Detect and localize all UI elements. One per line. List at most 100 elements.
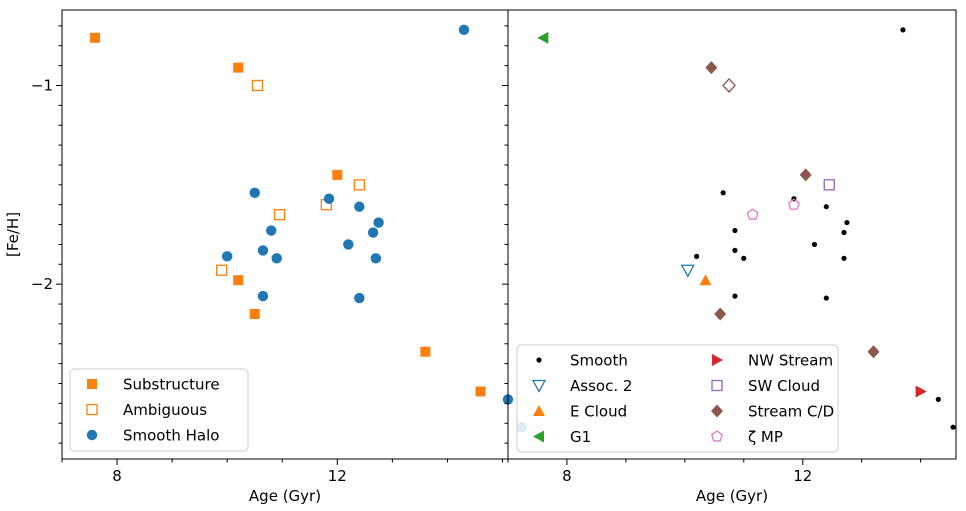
- point-smooth-marker: [741, 255, 747, 261]
- point-nw-stream-marker: [915, 385, 927, 398]
- legend-item-substructure: Substructure: [87, 376, 220, 394]
- data-points: [537, 27, 956, 430]
- data-points: [90, 24, 527, 433]
- plot-frame: [507, 9, 957, 460]
- point-smooth-halo-marker: [257, 290, 269, 302]
- legend-sw-cloud-marker: [711, 379, 723, 392]
- point-mp-marker: [746, 208, 759, 220]
- point-substructure-marker: [420, 346, 431, 357]
- y-tick-label: −1: [31, 76, 53, 94]
- series-smooth-halo: [221, 24, 527, 433]
- legend-item-smooth-halo: Smooth Halo: [86, 427, 219, 445]
- point-ambiguous-c-d-marker: [722, 78, 736, 93]
- legend-label: E Cloud: [570, 403, 627, 421]
- legend-g1-marker: [533, 430, 544, 443]
- x-tick-label: 12: [793, 467, 812, 485]
- legend-label: G1: [570, 428, 591, 446]
- x-axis-label: Age (Gyr): [696, 487, 768, 505]
- point-substructure-marker: [233, 62, 244, 73]
- point-smooth-halo-marker: [257, 245, 269, 256]
- legend-smooth-marker: [536, 357, 542, 363]
- point-ambiguous-marker: [353, 179, 365, 191]
- legend-box: [516, 344, 839, 453]
- series-substructure: [90, 32, 486, 397]
- y-tick-label: −2: [31, 275, 53, 293]
- point-stream-c-d-marker: [714, 307, 727, 321]
- legend-item-sw-cloud: SW Cloud: [711, 377, 820, 395]
- series-mp: [746, 198, 800, 220]
- x-axis: 8 12 Age (Gyr): [61, 459, 503, 505]
- legend-label: Smooth Halo: [123, 427, 219, 445]
- legend-item-e-cloud: E Cloud: [533, 403, 627, 421]
- point-substructure-marker: [233, 275, 244, 286]
- point-smooth-halo-marker: [354, 292, 365, 304]
- point-smooth-halo-marker: [271, 253, 282, 264]
- point-smooth-halo-marker: [221, 251, 233, 262]
- series-e-cloud: [699, 274, 712, 286]
- point-smooth-marker: [841, 255, 847, 261]
- legend-substructure-marker: [87, 379, 97, 389]
- legend-label: ζ MP: [748, 428, 783, 446]
- point-stream-c-d-marker: [867, 345, 880, 359]
- point-ambiguous-marker: [251, 79, 264, 92]
- series-sw-cloud: [823, 179, 835, 191]
- legend-item-ambiguous: Ambiguous: [86, 401, 207, 419]
- legend-item-g1: G1: [533, 428, 591, 446]
- series-stream-c-d: [705, 61, 880, 359]
- point-smooth-halo-marker: [354, 201, 365, 212]
- point-ambiguous-marker: [216, 264, 228, 276]
- point-smooth-halo-marker: [323, 193, 335, 204]
- legend-label: Smooth: [570, 352, 628, 370]
- legend-smooth-halo-marker: [86, 429, 98, 441]
- legend-item-mp: ζ MP: [711, 428, 783, 446]
- point-sw-cloud-marker: [823, 179, 835, 191]
- point-substructure-marker: [90, 32, 101, 43]
- point-smooth-marker: [823, 204, 829, 210]
- legend-item-nw-stream: NW Stream: [712, 352, 833, 370]
- point-smooth-halo-marker: [373, 217, 384, 228]
- series-assoc-2: [680, 264, 695, 278]
- legend-item-stream-c-d: Stream C/D: [711, 403, 834, 421]
- point-smooth-marker: [720, 190, 726, 196]
- legend-item-smooth: Smooth: [536, 352, 628, 370]
- point-smooth-marker: [694, 253, 700, 259]
- point-smooth-marker: [732, 293, 738, 299]
- legend: Substructure Ambiguous Smooth Halo: [69, 368, 249, 452]
- legend-item-assoc-2: Assoc. 2: [531, 377, 632, 395]
- legend: Smooth Assoc. 2 E Cloud G1 NW Stream SW Cloud…: [516, 344, 839, 453]
- point-smooth-marker: [950, 424, 956, 430]
- point-smooth-halo-marker: [367, 227, 379, 238]
- x-tick-label: 8: [562, 467, 572, 485]
- point-smooth-halo-marker: [249, 187, 260, 198]
- point-stream-c-d-marker: [705, 61, 718, 75]
- point-substructure-marker: [249, 308, 260, 319]
- legend-label: Stream C/D: [748, 403, 834, 421]
- legend-assoc-2-marker: [531, 379, 547, 393]
- legend-label: SW Cloud: [748, 377, 820, 395]
- legend-stream-c-d-marker: [711, 404, 723, 418]
- y-axis: [502, 25, 508, 444]
- point-stream-c-d-marker: [799, 168, 812, 182]
- legend-ambiguous-marker: [86, 403, 98, 416]
- point-assoc-2-marker: [680, 264, 695, 278]
- point-smooth-halo-marker: [343, 239, 354, 250]
- y-axis: −1 −2 [Fe/H]: [4, 25, 62, 444]
- point-smooth-marker: [823, 295, 829, 301]
- x-axis: 8 12 Age (Gyr): [507, 459, 922, 505]
- point-g1-marker: [537, 31, 549, 44]
- point-smooth-marker: [935, 396, 941, 402]
- point-smooth-halo-marker: [370, 253, 382, 264]
- legend-box: [69, 368, 249, 452]
- left-panel: 8 12 Age (Gyr) −1 −2 [Fe/H] Substructure Ambigu…: [4, 9, 527, 505]
- legend-label: Ambiguous: [123, 401, 207, 419]
- point-smooth-marker: [732, 227, 738, 234]
- y-axis-label: [Fe/H]: [4, 212, 22, 257]
- series-nw-stream: [915, 385, 927, 398]
- legend-label: Substructure: [123, 376, 220, 394]
- point-mp-marker: [787, 198, 800, 210]
- series-ambiguous-c-d: [722, 78, 736, 93]
- point-smooth-marker: [811, 241, 818, 248]
- point-smooth-halo-marker: [458, 24, 470, 36]
- legend-label: Assoc. 2: [570, 377, 632, 395]
